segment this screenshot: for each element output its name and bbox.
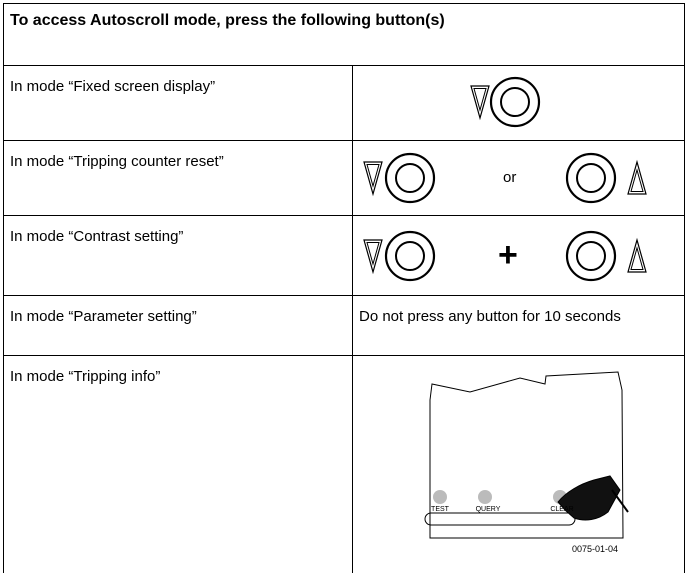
row-label: In mode “Contrast setting”: [10, 228, 184, 245]
row-text: Do not press any button for 10 seconds: [359, 308, 621, 325]
row-label: In mode “Tripping info”: [10, 368, 161, 385]
device-figure: [424, 371, 629, 539]
row-label: In mode “Tripping counter reset”: [10, 153, 224, 170]
row-label: In mode “Fixed screen display”: [10, 78, 216, 95]
connector: +: [498, 236, 518, 274]
figure-label: QUERY: [476, 506, 501, 513]
row-label: In mode “Parameter setting”: [10, 308, 197, 325]
figure-label: TEST: [431, 506, 450, 513]
connector: or: [503, 169, 517, 186]
figure-label: CLEAR: [550, 506, 573, 513]
grid: [3, 3, 685, 573]
figure-code: 0075-01-04: [572, 544, 618, 554]
header-title: To access Autoscroll mode, press the fol…: [10, 12, 445, 29]
